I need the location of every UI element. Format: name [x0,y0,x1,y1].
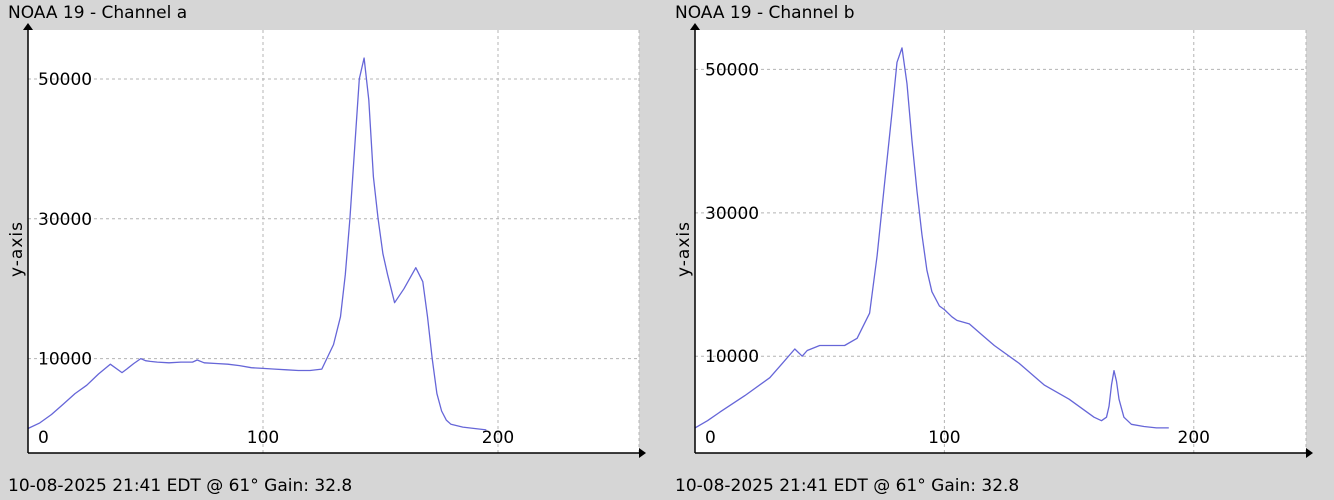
x-axis-arrow-icon [639,448,646,458]
series-line [694,47,1169,429]
chart-panel-channel-a: 0 100 200 10000 30000 50000 NOAA 19 - Channel… [7,3,646,496]
x-tick-label: 200 [1178,428,1210,448]
status-footer: 10-08-2025 21:41 EDT @ 61° Gain: 32.8 [8,476,353,496]
y-tick-label: 50000 [38,70,92,90]
y-tick-label: 50000 [705,60,759,80]
chart-title: NOAA 19 - Channel b [675,3,855,23]
x-tick-label: 0 [38,428,49,448]
y-tick-label: 10000 [38,350,92,370]
status-footer: 10-08-2025 21:41 EDT @ 61° Gain: 32.8 [675,476,1020,496]
x-tick-label: 200 [482,428,514,448]
y-tick-label: 30000 [38,210,92,230]
y-tick-label: 10000 [705,347,759,367]
plot-area-channel-a: 0 100 200 10000 30000 50000 [23,23,646,458]
y-axis-label: y-axis [674,221,694,277]
series-line [27,57,487,431]
plot-background [695,30,1306,453]
y-axis-label: y-axis [7,221,27,277]
chart-panel-channel-b: 0 100 200 10000 30000 50000 NOAA 19 - Channel… [667,0,1334,500]
x-tick-label: 100 [247,428,279,448]
plot-background [28,30,639,453]
chart-title: NOAA 19 - Channel a [8,3,188,23]
plot-area-channel-b: 0 100 200 10000 30000 50000 [690,23,1313,458]
y-tick-label: 30000 [705,204,759,224]
x-axis-arrow-icon [1306,448,1313,458]
y-axis-arrow-icon [690,23,700,30]
x-tick-label: 0 [705,428,716,448]
x-tick-label: 100 [928,428,960,448]
y-axis-arrow-icon [23,23,33,30]
